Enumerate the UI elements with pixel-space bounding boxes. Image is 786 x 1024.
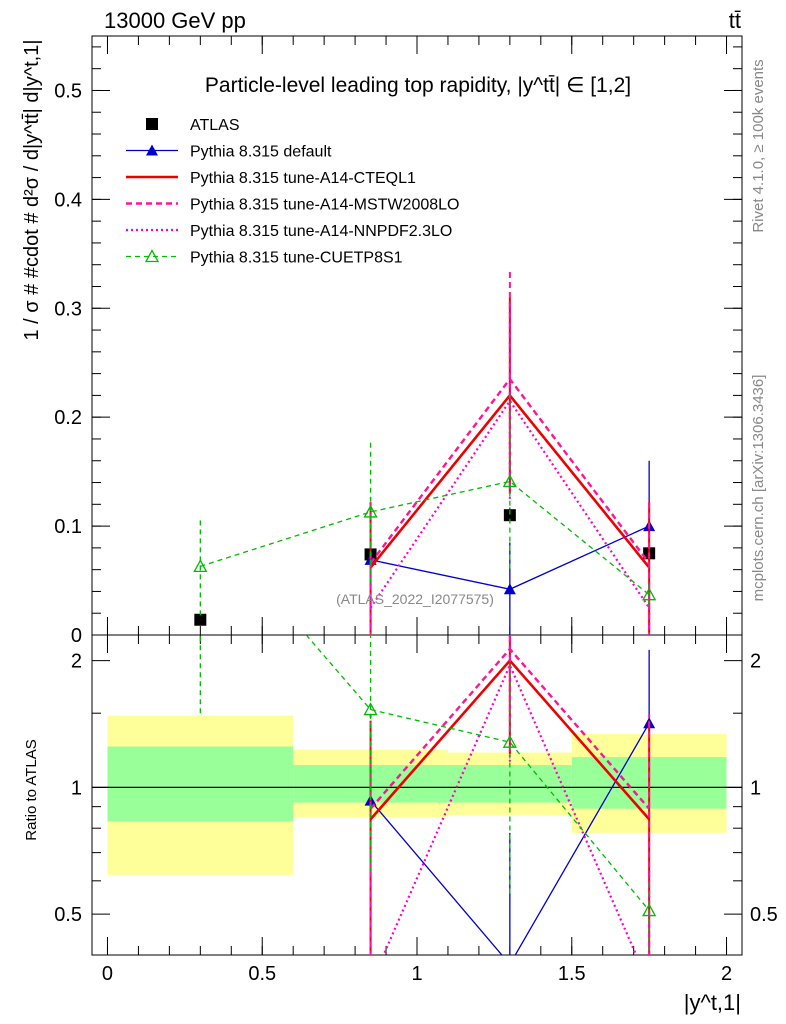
main-series: [193, 270, 657, 635]
main-ytick-label: 0: [71, 625, 82, 647]
ratio-cuetp-point: [502, 734, 517, 748]
ratio-bands: [107, 715, 727, 875]
legend-label-mstw: Pythia 8.315 tune-A14-MSTW2008LO: [190, 197, 459, 214]
legend: ATLAS Pythia 8.315 default Pythia 8.315 tu…: [126, 117, 459, 267]
main-atlas-point: [503, 509, 516, 522]
mcplots-text: mcplots.cern.ch [arXiv:1306.3436]: [750, 375, 767, 602]
ratio-cuetp-point: [363, 702, 378, 716]
ratio-band-inner-0: [107, 746, 294, 822]
ratio-ytick-label-right: 1: [750, 777, 761, 799]
main-atlas-point: [194, 613, 207, 626]
main-ylabel: 1 / σ # #cdot # d²σ / d|y^tt̄| d|y^t,1|: [21, 39, 43, 340]
ratio-series: [194, 506, 657, 969]
ratio-ytick-label: 0.5: [54, 904, 82, 926]
xtick-label: 1: [411, 963, 422, 985]
main-cuetp-point: [363, 504, 378, 518]
x-axis-label: |y^t,1|: [684, 990, 741, 1015]
ratio-default-point: [504, 958, 516, 969]
legend-marker-default: [146, 144, 158, 156]
legend-label-default: Pythia 8.315 default: [190, 144, 332, 161]
legend-marker-cuetp: [144, 249, 160, 263]
main-ytick-label: 0.5: [54, 80, 82, 102]
legend-label-cuetp: Pythia 8.315 tune-CUETP8S1: [190, 250, 403, 267]
main-mstw-line: [369, 377, 651, 564]
axes: 0 0.1 0.2 0.3 0.4 0.5 0.5 0.5 1 1 2 2 0 0.5 1 1.5 2: [54, 36, 778, 985]
main-cuetp-line: [200, 480, 650, 596]
main-ytick-label: 0.1: [54, 516, 82, 538]
main-ytick-label: 0.3: [54, 298, 82, 320]
legend-label-atlas: ATLAS: [190, 117, 240, 134]
xtick-label: 0: [102, 963, 113, 985]
main-cuetp-point: [193, 559, 208, 573]
analysis-annotation: (ATLAS_2022_I2077575): [336, 591, 494, 607]
ratio-cuetp-point: [642, 903, 657, 917]
legend-label-cteql1: Pythia 8.315 tune-A14-CTEQL1: [190, 170, 416, 187]
ratio-default-line: [370, 722, 650, 955]
main-cuetp-point: [502, 474, 517, 488]
xtick-label: 2: [721, 963, 732, 985]
xtick-label: 0.5: [248, 963, 276, 985]
ratio-ytick-label: 1: [71, 777, 82, 799]
ratio-ytick-label-right: 0.5: [750, 904, 778, 926]
main-ytick-label: 0.4: [54, 189, 82, 211]
ratio-ytick-label-right: 2: [750, 651, 761, 673]
ratio-nnpdf-line: [382, 662, 638, 955]
header-right: tt̄: [729, 8, 741, 33]
main-nnpdf-line: [369, 398, 651, 609]
legend-marker-atlas: [146, 118, 158, 130]
ratio-ylabel: Ratio to ATLAS: [23, 739, 40, 840]
ratio-cuetp-point: [194, 506, 206, 517]
xtick-label: 1.5: [558, 963, 586, 985]
rivet-version-text: Rivet 4.1.0, ≥ 100k events: [750, 59, 767, 232]
main-cuetp-point: [642, 587, 657, 601]
main-default-point: [503, 583, 516, 595]
main-ytick-label: 0.2: [54, 407, 82, 429]
header-left: 13000 GeV pp: [104, 8, 246, 33]
ratio-ytick-label: 2: [71, 651, 82, 673]
chart-title: Particle-level leading top rapidity, |y^…: [205, 74, 631, 97]
legend-label-nnpdf: Pythia 8.315 tune-A14-NNPDF2.3LO: [190, 223, 452, 240]
